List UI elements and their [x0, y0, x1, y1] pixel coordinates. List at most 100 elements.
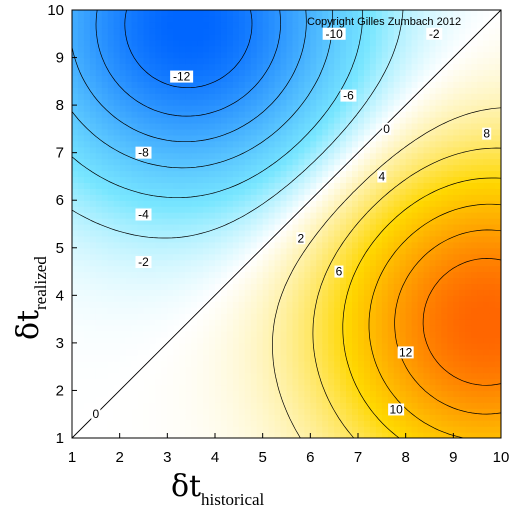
heatmap-cell [161, 188, 168, 195]
heatmap-cell [167, 396, 174, 403]
heatmap-cell [328, 206, 335, 213]
heatmap-cell [316, 336, 323, 344]
heatmap-cell [292, 21, 300, 29]
heatmap-cell [483, 384, 490, 392]
heatmap-cell [369, 295, 377, 302]
heatmap-cell [363, 27, 371, 35]
heatmap-cell [226, 420, 234, 427]
heatmap-cell [471, 283, 478, 290]
heatmap-cell [423, 134, 431, 142]
heatmap-cell [262, 271, 270, 279]
heatmap-cell [161, 75, 168, 82]
heatmap-cell [381, 313, 389, 320]
heatmap-cell [149, 10, 157, 17]
heatmap-cell [483, 414, 490, 421]
heatmap-cell [459, 176, 466, 183]
heatmap-cell [215, 57, 222, 65]
heatmap-cell [435, 229, 443, 237]
heatmap-cell [358, 313, 365, 320]
heatmap-cell [298, 158, 305, 166]
heatmap-cell [304, 182, 311, 189]
heatmap-cell [471, 426, 478, 433]
heatmap-cell [220, 128, 228, 136]
heatmap-cell [441, 176, 448, 183]
heatmap-cell [256, 390, 264, 397]
heatmap-cell [310, 396, 317, 403]
heatmap-cell [220, 111, 228, 118]
heatmap-cell [191, 182, 198, 189]
heatmap-cell [89, 402, 97, 409]
heatmap-cell [363, 200, 371, 207]
heatmap-cell [167, 134, 174, 142]
heatmap-cell [256, 271, 264, 279]
heatmap-cell [369, 33, 377, 41]
heatmap-cell [447, 200, 454, 207]
heatmap-cell [220, 81, 228, 88]
heatmap-cell [113, 128, 121, 136]
heatmap-cell [125, 117, 133, 124]
heatmap-cell [256, 206, 264, 213]
heatmap-cell [423, 93, 431, 100]
heatmap-cell [369, 69, 377, 76]
heatmap-cell [232, 99, 240, 106]
heatmap-cell [185, 122, 192, 130]
heatmap-cell [453, 366, 460, 374]
heatmap-cell [411, 283, 419, 290]
heatmap-cell [352, 224, 359, 231]
heatmap-cell [399, 295, 407, 302]
heatmap-cell [244, 247, 252, 255]
heatmap-cell [149, 200, 157, 207]
heatmap-cell [155, 10, 162, 17]
heatmap-cell [232, 33, 240, 41]
heatmap-cell [250, 241, 258, 249]
heatmap-cell [167, 348, 174, 356]
heatmap-cell [185, 301, 192, 308]
heatmap-cell [215, 15, 222, 23]
heatmap-cell [292, 325, 300, 332]
heatmap-cell [173, 372, 180, 380]
heatmap-cell [209, 188, 216, 195]
heatmap-cell [459, 57, 466, 65]
heatmap-cell [95, 396, 103, 403]
heatmap-cell [346, 206, 353, 213]
heatmap-cell [215, 99, 222, 106]
heatmap-cell [167, 247, 174, 255]
heatmap-cell [89, 396, 97, 403]
heatmap-cell [369, 15, 377, 23]
heatmap-cell [143, 87, 151, 94]
heatmap-cell [393, 117, 401, 124]
heatmap-cell [167, 200, 174, 207]
heatmap-cell [95, 313, 103, 320]
heatmap-cell [125, 241, 133, 249]
heatmap-cell [393, 27, 401, 35]
heatmap-cell [167, 408, 174, 415]
heatmap-cell [101, 200, 109, 207]
heatmap-cell [274, 253, 282, 261]
heatmap-cell [72, 81, 79, 88]
heatmap-cell [286, 63, 294, 71]
heatmap-cell [173, 212, 180, 219]
heatmap-cell [238, 372, 246, 380]
heatmap-cell [77, 295, 85, 302]
heatmap-cell [363, 69, 371, 76]
heatmap-cell [143, 354, 151, 362]
heatmap-cell [316, 200, 323, 207]
heatmap-cell [95, 342, 103, 350]
heatmap-cell [113, 289, 121, 296]
heatmap-cell [119, 301, 127, 308]
heatmap-cell [471, 69, 478, 76]
heatmap-cell [477, 313, 484, 320]
heatmap-cell [125, 182, 133, 189]
heatmap-cell [179, 134, 186, 142]
heatmap-cell [286, 194, 294, 201]
heatmap-cell [226, 224, 234, 231]
heatmap-cell [119, 259, 127, 267]
heatmap-cell [423, 182, 431, 189]
heatmap-cell [209, 93, 216, 100]
heatmap-cell [411, 247, 419, 255]
heatmap-cell [197, 354, 204, 362]
heatmap-cell [286, 408, 294, 415]
heatmap-cell [256, 45, 264, 53]
heatmap-cell [411, 331, 419, 338]
heatmap-cell [113, 194, 121, 201]
